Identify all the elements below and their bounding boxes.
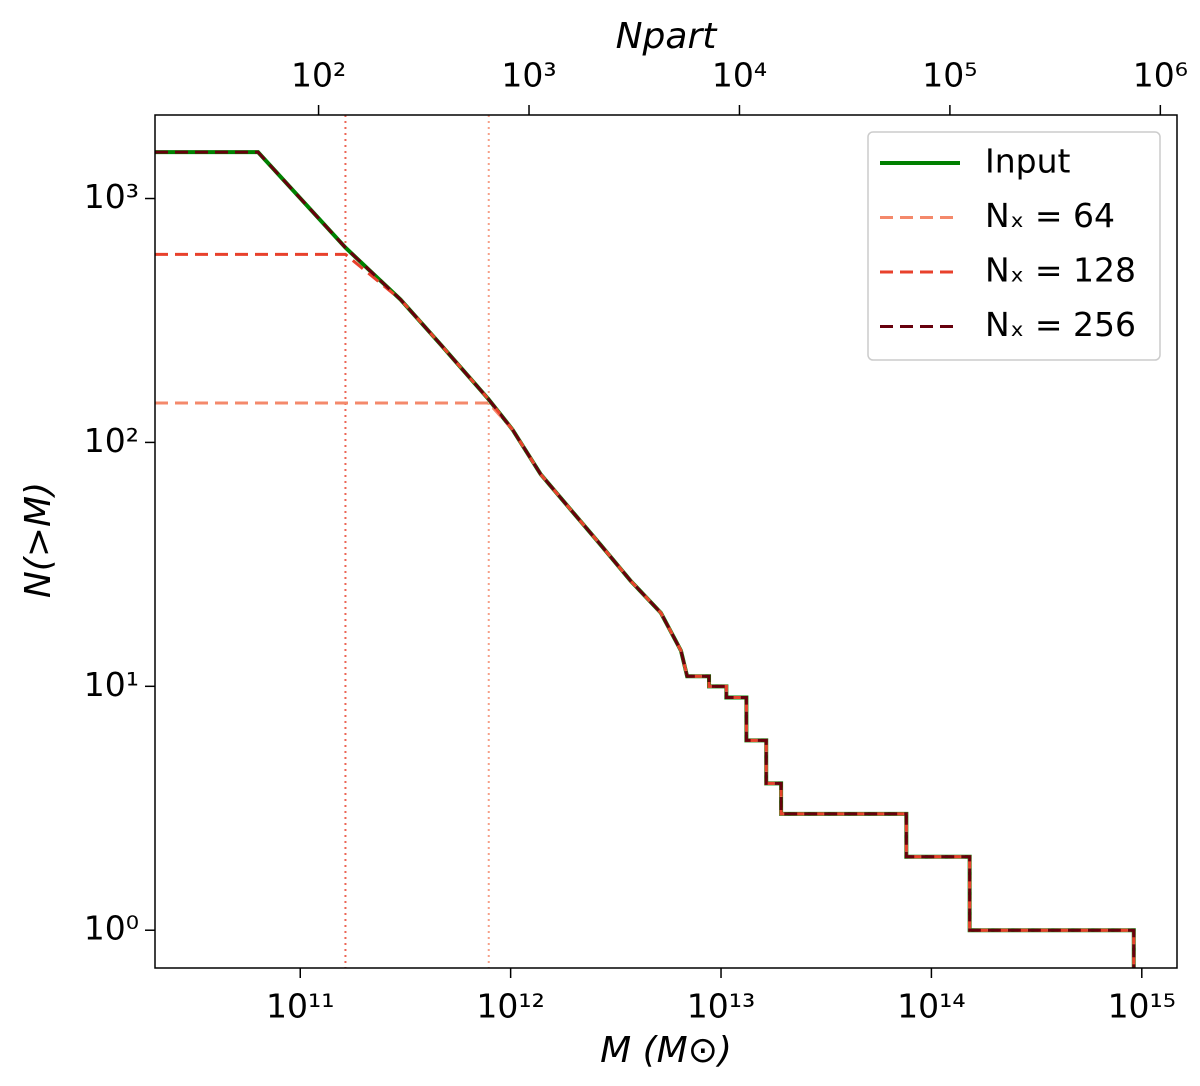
legend-label: Input (985, 142, 1071, 181)
legend-label: Nₓ = 256 (985, 305, 1136, 344)
x2-tick-label: 10³ (501, 56, 556, 95)
x2-tick-label: 10⁴ (712, 56, 767, 95)
x2-axis-label: Npart (616, 16, 719, 57)
legend-label: Nₓ = 128 (985, 251, 1136, 290)
y-tick-label: 10⁰ (84, 909, 139, 948)
legend-label: Nₓ = 64 (985, 196, 1115, 235)
x-tick-label: 10¹² (476, 987, 544, 1026)
x-axis-label: M (M⊙) (600, 1030, 732, 1071)
y-tick-label: 10² (84, 421, 139, 460)
series-line (155, 252, 1136, 968)
x2-tick-label: 10⁶ (1133, 56, 1188, 95)
y-tick-label: 10¹ (84, 665, 139, 704)
plot-area (155, 115, 1136, 968)
plot-frame (154, 114, 1178, 969)
legend-box (867, 131, 1161, 361)
y-axis-label: N(>M) (18, 482, 59, 598)
series-line (155, 150, 1136, 968)
x-tick-label: 10¹¹ (266, 987, 334, 1026)
y-tick-label: 10³ (84, 177, 139, 216)
x-tick-label: 10¹⁵ (1108, 987, 1176, 1026)
x2-tick-label: 10⁵ (922, 56, 977, 95)
x2-tick-label: 10² (291, 56, 346, 95)
x-tick-label: 10¹⁴ (897, 987, 965, 1026)
x-tick-label: 10¹³ (687, 987, 755, 1026)
